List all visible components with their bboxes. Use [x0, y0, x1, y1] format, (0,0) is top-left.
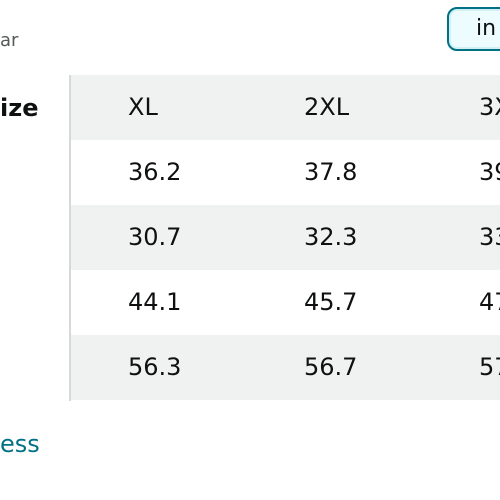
footer-link[interactable]: ess	[0, 430, 40, 458]
subtitle-text: ar	[0, 30, 19, 51]
table-cell: 47	[479, 288, 500, 316]
table-cell: 56.7	[304, 353, 358, 381]
table-row: 36.2 37.8 39	[71, 140, 500, 205]
table-cell: 57	[479, 353, 500, 381]
table-row: 44.1 45.7 47	[71, 270, 500, 335]
size-table: XL 2XL 3X 36.2 37.8 39 30.7 32.3 33 44.1…	[69, 75, 500, 401]
table-cell: 32.3	[304, 223, 358, 251]
table-cell: 33	[479, 223, 500, 251]
table-cell: 37.8	[304, 158, 358, 186]
table-cell: 30.7	[128, 223, 182, 251]
table-cell: 36.2	[128, 158, 182, 186]
table-row: 56.3 56.7 57	[71, 335, 500, 400]
size-row-label: ize	[0, 94, 39, 122]
table-row: 30.7 32.3 33	[71, 205, 500, 270]
size-header-row: XL 2XL 3X	[71, 75, 500, 140]
size-column-header: 3X	[479, 93, 500, 121]
table-cell: 45.7	[304, 288, 358, 316]
table-cell: 39	[479, 158, 500, 186]
table-cell: 44.1	[128, 288, 182, 316]
size-column-header: 2XL	[304, 93, 350, 121]
table-cell: 56.3	[128, 353, 182, 381]
size-column-header: XL	[128, 93, 158, 121]
unit-toggle-in-button[interactable]: in	[447, 7, 500, 51]
